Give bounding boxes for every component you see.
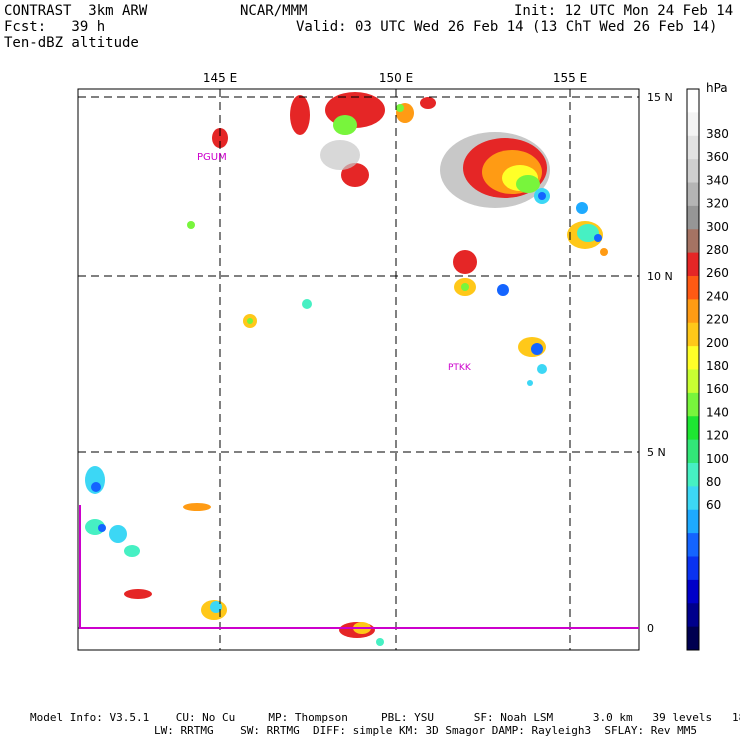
colorbar-swatch xyxy=(687,439,699,464)
lat-label-5n: 5 N xyxy=(647,446,666,459)
colorbar-swatch xyxy=(687,205,699,230)
colorbar-swatch xyxy=(687,392,699,417)
colorbar-labels: 380 360 340 320 300 280 260 240 220 200 180 160 140 1… xyxy=(706,127,729,512)
station-pgum: PGUM xyxy=(197,152,227,163)
colorbar-swatch xyxy=(687,252,699,277)
colorbar-level-label: 100 xyxy=(706,452,729,466)
colorbar-swatch xyxy=(687,229,699,254)
model-title: CONTRAST 3km ARW xyxy=(4,3,148,19)
colorbar-swatch xyxy=(687,416,699,441)
colorbar-swatch xyxy=(687,276,699,300)
colorbar-swatch xyxy=(687,509,699,534)
colorbar-swatch xyxy=(687,603,699,628)
colorbar-level-label: 160 xyxy=(706,382,729,396)
colorbar-swatch xyxy=(687,112,699,137)
colorbar-swatch xyxy=(687,89,699,113)
colorbar-swatch xyxy=(687,626,699,651)
center-name: NCAR/MMM xyxy=(240,3,308,19)
lat-label-15n: 15 N xyxy=(647,91,673,104)
colorbar-level-label: 200 xyxy=(706,336,729,350)
colorbar-swatch xyxy=(687,159,699,183)
colorbar-swatch xyxy=(687,579,699,604)
lon-label-150: 150 E xyxy=(379,71,413,85)
colorbar-level-label: 60 xyxy=(706,498,721,512)
valid-time: Valid: 03 UTC Wed 26 Feb 14 (13 ChT Wed … xyxy=(296,19,718,35)
colorbar-level-label: 320 xyxy=(706,197,729,211)
colorbar-level-label: 300 xyxy=(706,220,729,234)
colorbar-level-label: 220 xyxy=(706,313,729,327)
colorbar-level-label: 340 xyxy=(706,173,729,187)
colorbar-swatch xyxy=(687,346,699,370)
init-time: Init: 12 UTC Mon 24 Feb 14 xyxy=(514,3,734,19)
colorbar-swatch xyxy=(687,533,699,557)
echo-areas xyxy=(85,92,608,646)
lat-label-0: 0 xyxy=(647,622,654,635)
colorbar-swatch xyxy=(687,369,699,394)
colorbar-level-label: 80 xyxy=(706,475,721,489)
colorbar-frame xyxy=(686,88,700,651)
colorbar-swatch xyxy=(687,299,699,324)
colorbar-swatch xyxy=(687,486,699,511)
lon-label-155: 155 E xyxy=(553,71,587,85)
colorbar-level-label: 280 xyxy=(706,243,729,257)
colorbar-swatch xyxy=(687,182,699,207)
colorbar-level-label: 180 xyxy=(706,359,729,373)
colorbar xyxy=(686,88,700,651)
colorbar-level-label: 380 xyxy=(706,127,729,141)
colorbar-swatch xyxy=(687,322,699,347)
colorbar-swatch xyxy=(687,556,699,581)
boundary-line xyxy=(79,505,639,629)
colorbar-swatch xyxy=(687,463,699,487)
colorbar-unit: hPa xyxy=(706,81,728,95)
colorbar-level-label: 240 xyxy=(706,289,729,303)
lat-label-10n: 10 N xyxy=(647,270,673,283)
colorbar-level-label: 120 xyxy=(706,429,729,443)
colorbar-level-label: 260 xyxy=(706,266,729,280)
station-ptkk: PTKK xyxy=(448,363,472,373)
lon-label-145: 145 E xyxy=(203,71,237,85)
colorbar-level-label: 360 xyxy=(706,150,729,164)
footer-physics-info: LW: RRTMG SW: RRTMG DIFF: simple KM: 3D … xyxy=(154,724,698,737)
colorbar-level-label: 140 xyxy=(706,405,729,419)
footer-model-info: Model Info: V3.5.1 CU: No Cu MP: Thompso… xyxy=(30,711,740,724)
colorbar-swatch xyxy=(687,135,699,160)
field-name: Ten-dBZ altitude xyxy=(4,35,139,51)
forecast-hour: Fcst: 39 h xyxy=(4,19,106,35)
